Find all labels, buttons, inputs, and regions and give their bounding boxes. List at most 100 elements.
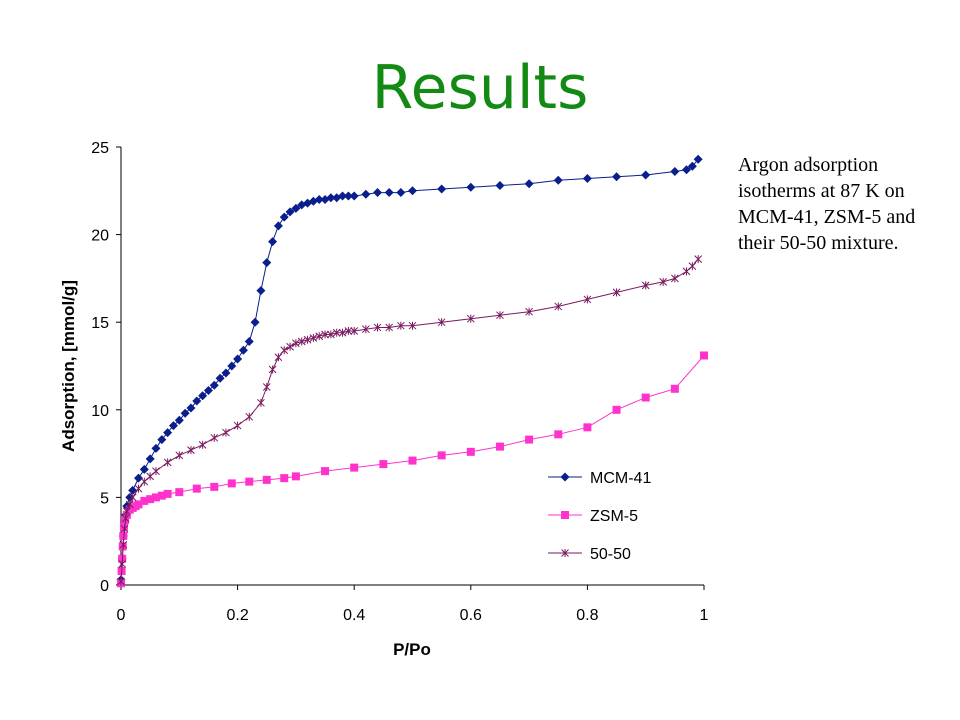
legend-marker	[561, 549, 569, 557]
data-point	[361, 189, 371, 199]
data-point	[437, 318, 446, 327]
data-point	[496, 311, 504, 320]
data-point	[128, 485, 138, 495]
data-point	[349, 191, 359, 201]
legend-label: MCM-41	[590, 470, 651, 487]
data-point	[332, 328, 341, 337]
data-point	[525, 307, 533, 316]
data-point	[163, 458, 172, 467]
data-point	[221, 368, 231, 378]
data-point	[151, 493, 160, 502]
data-point	[192, 484, 201, 493]
data-point	[121, 514, 130, 523]
data-point	[238, 345, 248, 355]
data-point	[119, 531, 128, 540]
slide-caption: Argon adsorption isotherms at 87 K on MC…	[738, 154, 916, 254]
data-point	[659, 277, 668, 286]
data-point	[198, 440, 207, 449]
data-point	[250, 317, 260, 327]
data-point	[146, 495, 155, 504]
data-point	[554, 302, 563, 311]
data-point	[227, 479, 236, 488]
data-point	[612, 288, 621, 297]
y-tick-label: 20	[91, 228, 109, 245]
data-point	[396, 188, 406, 198]
data-point	[321, 467, 330, 476]
data-point	[187, 446, 195, 455]
data-point	[122, 507, 131, 516]
legend-marker	[560, 472, 570, 482]
x-tick-label: 0.6	[460, 607, 482, 624]
data-point	[140, 477, 149, 486]
data-point	[186, 403, 196, 413]
data-point	[210, 482, 219, 491]
data-point	[280, 346, 289, 355]
data-point	[670, 384, 679, 393]
data-point	[244, 336, 254, 346]
data-point	[233, 354, 243, 364]
data-point	[291, 203, 301, 213]
data-point	[379, 460, 388, 469]
data-point	[180, 408, 190, 418]
data-point	[384, 188, 394, 198]
data-point	[315, 332, 324, 341]
data-point	[119, 540, 128, 549]
data-point	[687, 161, 697, 171]
data-point	[583, 295, 592, 304]
data-point	[437, 451, 446, 460]
data-point	[209, 380, 219, 390]
data-point	[693, 154, 703, 164]
data-point	[215, 373, 225, 383]
y-tick-label: 5	[100, 490, 109, 507]
data-point	[245, 477, 254, 486]
data-point	[268, 237, 278, 247]
chart-axes: 0 5 10 15 20 25 0 0.2 0.4 0.6 0.8 1	[91, 140, 708, 624]
data-point	[583, 423, 592, 432]
data-point	[682, 165, 692, 175]
data-point	[495, 181, 505, 191]
data-point	[292, 339, 300, 348]
data-point	[309, 333, 318, 342]
data-point	[120, 524, 129, 533]
y-tick-label: 15	[91, 315, 109, 332]
data-point	[408, 186, 417, 196]
x-tick-label: 0.4	[343, 607, 365, 624]
data-point	[280, 474, 289, 483]
data-point	[273, 221, 283, 231]
data-point	[145, 454, 155, 464]
data-point	[373, 188, 383, 198]
data-point	[175, 488, 184, 497]
data-point	[133, 473, 143, 483]
data-point	[175, 451, 184, 460]
data-point	[163, 428, 173, 438]
x-tick-label: 1	[700, 607, 709, 624]
data-point	[466, 314, 475, 323]
data-point	[682, 267, 691, 276]
data-point	[210, 433, 219, 442]
data-point	[437, 184, 447, 194]
data-point	[670, 274, 679, 283]
data-point	[227, 361, 237, 371]
data-point	[553, 175, 563, 185]
data-point	[326, 193, 336, 203]
series-50-50	[117, 255, 703, 586]
slide-title: Results	[371, 53, 589, 123]
data-point	[119, 523, 128, 532]
data-point	[163, 489, 172, 498]
data-point	[245, 412, 254, 421]
data-point	[314, 195, 324, 205]
data-point	[146, 472, 155, 481]
data-point	[338, 191, 348, 201]
data-point	[168, 421, 178, 431]
data-point	[286, 342, 294, 351]
data-point	[203, 386, 213, 396]
data-point	[262, 383, 271, 392]
data-point	[279, 212, 289, 222]
data-point	[524, 179, 534, 189]
data-point	[612, 405, 621, 414]
y-tick-label: 0	[100, 578, 109, 595]
data-point	[268, 365, 277, 374]
series-line	[120, 258, 699, 582]
data-point	[350, 326, 359, 335]
